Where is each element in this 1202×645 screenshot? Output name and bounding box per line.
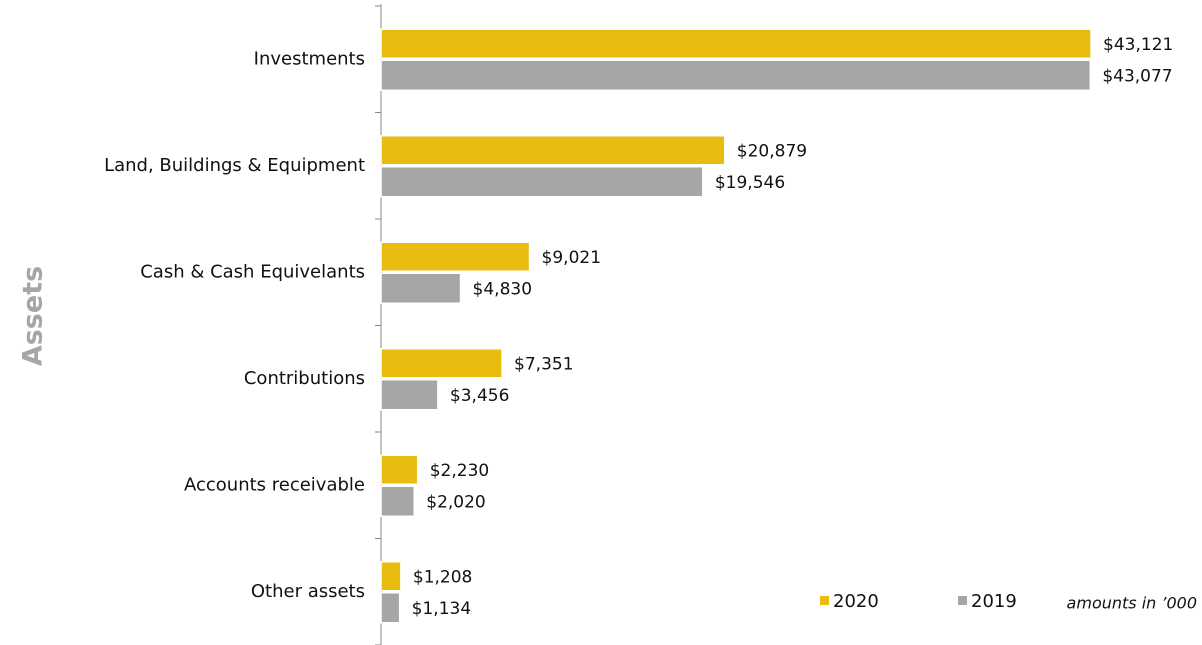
bar: [380, 454, 419, 485]
data-label: $4,830: [473, 279, 532, 299]
bar: [380, 28, 1092, 59]
data-label: $1,208: [413, 567, 472, 587]
data-label: $3,456: [450, 386, 509, 406]
bar: [380, 379, 439, 411]
y-axis-title: Assets: [18, 266, 49, 366]
y-tick-label: Accounts receivable: [184, 474, 365, 495]
data-label: $43,077: [1102, 66, 1172, 86]
y-tick-label: Other assets: [251, 581, 365, 602]
bar: [380, 592, 401, 624]
data-label: $2,020: [426, 492, 485, 512]
bar: [380, 166, 704, 198]
bar: [380, 348, 503, 379]
data-label: $20,879: [737, 141, 807, 161]
legend-label: 2020: [833, 591, 879, 612]
bar: [380, 241, 531, 272]
bar: [380, 135, 726, 166]
data-label: $19,546: [715, 173, 785, 193]
legend-swatch: [958, 596, 967, 605]
bar: [380, 272, 462, 304]
bar: [380, 59, 1092, 91]
legend-swatch: [820, 596, 829, 605]
y-tick-label: Contributions: [244, 368, 365, 389]
bar: [380, 485, 416, 517]
data-label: $1,134: [412, 599, 471, 619]
data-label: $7,351: [514, 354, 573, 374]
y-tick-label: Land, Buildings & Equipment: [104, 155, 365, 176]
y-tick-label: Cash & Cash Equivelants: [140, 261, 365, 282]
annotation: amounts in ’000: [1067, 594, 1197, 613]
legend-label: 2019: [971, 591, 1017, 612]
data-label: $43,121: [1103, 35, 1173, 55]
data-label: $2,230: [430, 461, 489, 481]
bar: [380, 561, 402, 592]
y-tick-label: Investments: [254, 48, 365, 69]
data-label: $9,021: [542, 248, 601, 268]
